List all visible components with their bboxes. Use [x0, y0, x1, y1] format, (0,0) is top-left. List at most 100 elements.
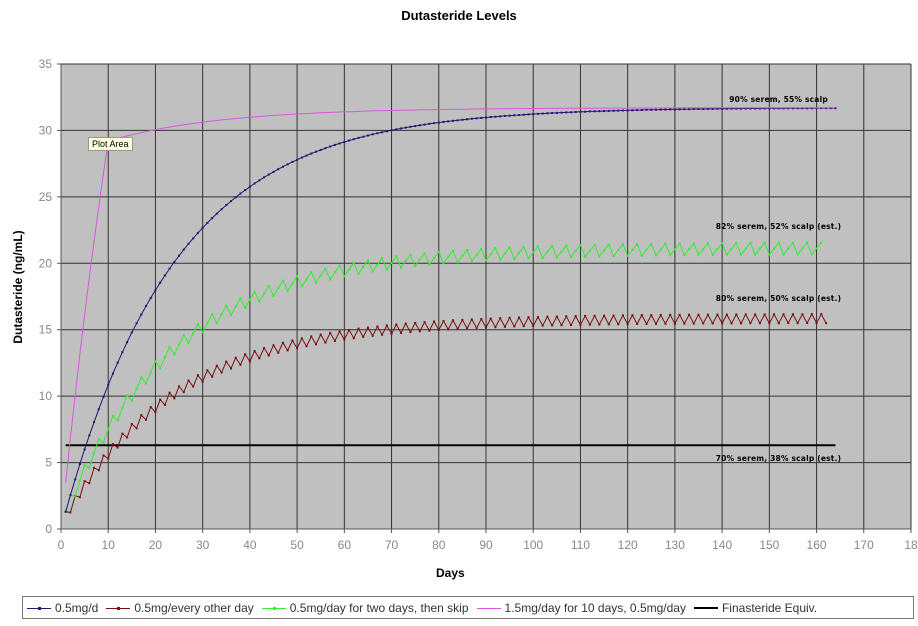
data-point-marker — [178, 385, 181, 388]
data-point-marker — [664, 322, 667, 325]
data-point-marker — [706, 313, 709, 316]
data-point-marker — [333, 143, 336, 146]
data-point-marker — [225, 304, 228, 307]
data-point-marker — [607, 323, 610, 326]
data-point-marker — [390, 261, 393, 264]
data-point-marker — [555, 256, 558, 259]
series-line[interactable] — [65, 107, 836, 483]
data-point-marker — [286, 163, 289, 166]
data-point-marker — [362, 265, 365, 268]
data-point-marker — [447, 255, 450, 258]
data-point-marker — [409, 331, 412, 334]
data-point-marker — [466, 118, 469, 121]
data-point-marker — [815, 247, 818, 250]
data-point-marker — [371, 133, 374, 136]
y-tick-label: 35 — [39, 57, 53, 71]
data-point-marker — [541, 256, 544, 259]
data-point-marker — [234, 196, 237, 199]
data-point-marker — [579, 110, 582, 113]
data-point-marker — [107, 427, 110, 430]
data-point-marker — [385, 268, 388, 271]
data-point-marker — [64, 510, 67, 513]
data-point-marker — [423, 123, 426, 126]
data-point-marker — [513, 114, 516, 117]
data-point-marker — [315, 343, 317, 346]
data-point-marker — [239, 297, 242, 300]
data-point-marker — [93, 452, 96, 455]
data-point-marker — [196, 231, 199, 234]
data-point-marker — [499, 258, 502, 261]
data-point-marker — [277, 168, 280, 171]
data-point-marker — [518, 251, 521, 254]
x-tick-label: 60 — [338, 538, 352, 552]
x-tick-label: 20 — [149, 538, 163, 552]
data-point-marker — [178, 343, 181, 346]
legend-label: 0.5mg/day for two days, then skip — [289, 600, 469, 615]
data-point-marker — [456, 119, 459, 122]
data-point-marker — [315, 150, 317, 153]
legend-item-4[interactable]: Finasteride Equiv. — [693, 601, 817, 615]
data-point-marker — [263, 292, 266, 295]
data-point-marker — [135, 387, 138, 390]
data-point-marker — [83, 464, 86, 467]
data-point-marker — [683, 254, 686, 257]
data-point-marker — [414, 264, 417, 267]
data-point-marker — [253, 182, 256, 185]
data-point-marker — [494, 247, 497, 250]
data-point-marker — [692, 242, 695, 245]
data-point-marker — [650, 242, 653, 245]
legend-label: 0.5mg/d — [55, 600, 99, 615]
data-point-marker — [536, 245, 539, 248]
data-point-marker — [820, 241, 823, 244]
data-point-marker — [324, 267, 327, 270]
data-point-marker — [806, 322, 809, 325]
data-point-marker — [565, 315, 568, 318]
data-point-marker — [140, 313, 143, 316]
data-point-marker — [598, 110, 601, 113]
data-point-marker — [645, 108, 648, 111]
data-point-marker — [418, 124, 421, 127]
data-point-marker — [267, 354, 270, 357]
x-tick-label: 70 — [385, 538, 399, 552]
legend-swatch-icon — [261, 603, 286, 613]
data-point-marker — [433, 257, 436, 260]
data-point-marker — [385, 130, 388, 133]
data-point-marker — [754, 253, 757, 256]
data-point-marker — [163, 403, 166, 406]
data-point-marker — [527, 316, 530, 319]
data-point-marker — [149, 296, 152, 299]
data-point-marker — [69, 511, 72, 514]
legend-item-1[interactable]: 0.5mg/every other day — [106, 601, 254, 615]
data-point-marker — [376, 263, 379, 266]
data-point-marker — [777, 241, 780, 244]
legend-item-0[interactable]: 0.5mg/d — [27, 601, 98, 615]
data-point-marker — [758, 322, 761, 325]
data-point-marker — [744, 313, 747, 316]
data-point-marker — [187, 379, 190, 382]
legend-item-2[interactable]: 0.5mg/day for two days, then skip — [261, 600, 469, 615]
data-point-marker — [796, 253, 799, 256]
data-point-marker — [286, 289, 289, 292]
y-axis-label: Dutasteride (ng/mL) — [11, 230, 25, 344]
data-point-marker — [187, 341, 190, 344]
legend-item-3[interactable]: 1.5mg/day for 10 days, 0.5mg/day — [476, 601, 686, 615]
data-point-marker — [744, 107, 747, 110]
data-point-marker — [234, 305, 237, 308]
y-tick-label: 15 — [39, 323, 53, 337]
data-point-marker — [669, 108, 672, 111]
gridlines — [61, 63, 912, 529]
data-point-marker — [518, 316, 521, 319]
data-point-marker — [366, 134, 369, 137]
data-point-marker — [598, 323, 601, 326]
data-point-marker — [107, 457, 110, 460]
data-point-marker — [305, 278, 308, 281]
data-point-marker — [773, 247, 776, 250]
data-point-marker — [749, 107, 752, 110]
data-point-marker — [636, 243, 639, 246]
y-tick-label: 10 — [39, 389, 53, 403]
data-point-marker — [192, 332, 195, 335]
data-point-marker — [381, 131, 384, 134]
data-point-marker — [126, 436, 129, 439]
x-tick-label: 170 — [854, 538, 874, 552]
data-point-marker — [305, 345, 308, 348]
